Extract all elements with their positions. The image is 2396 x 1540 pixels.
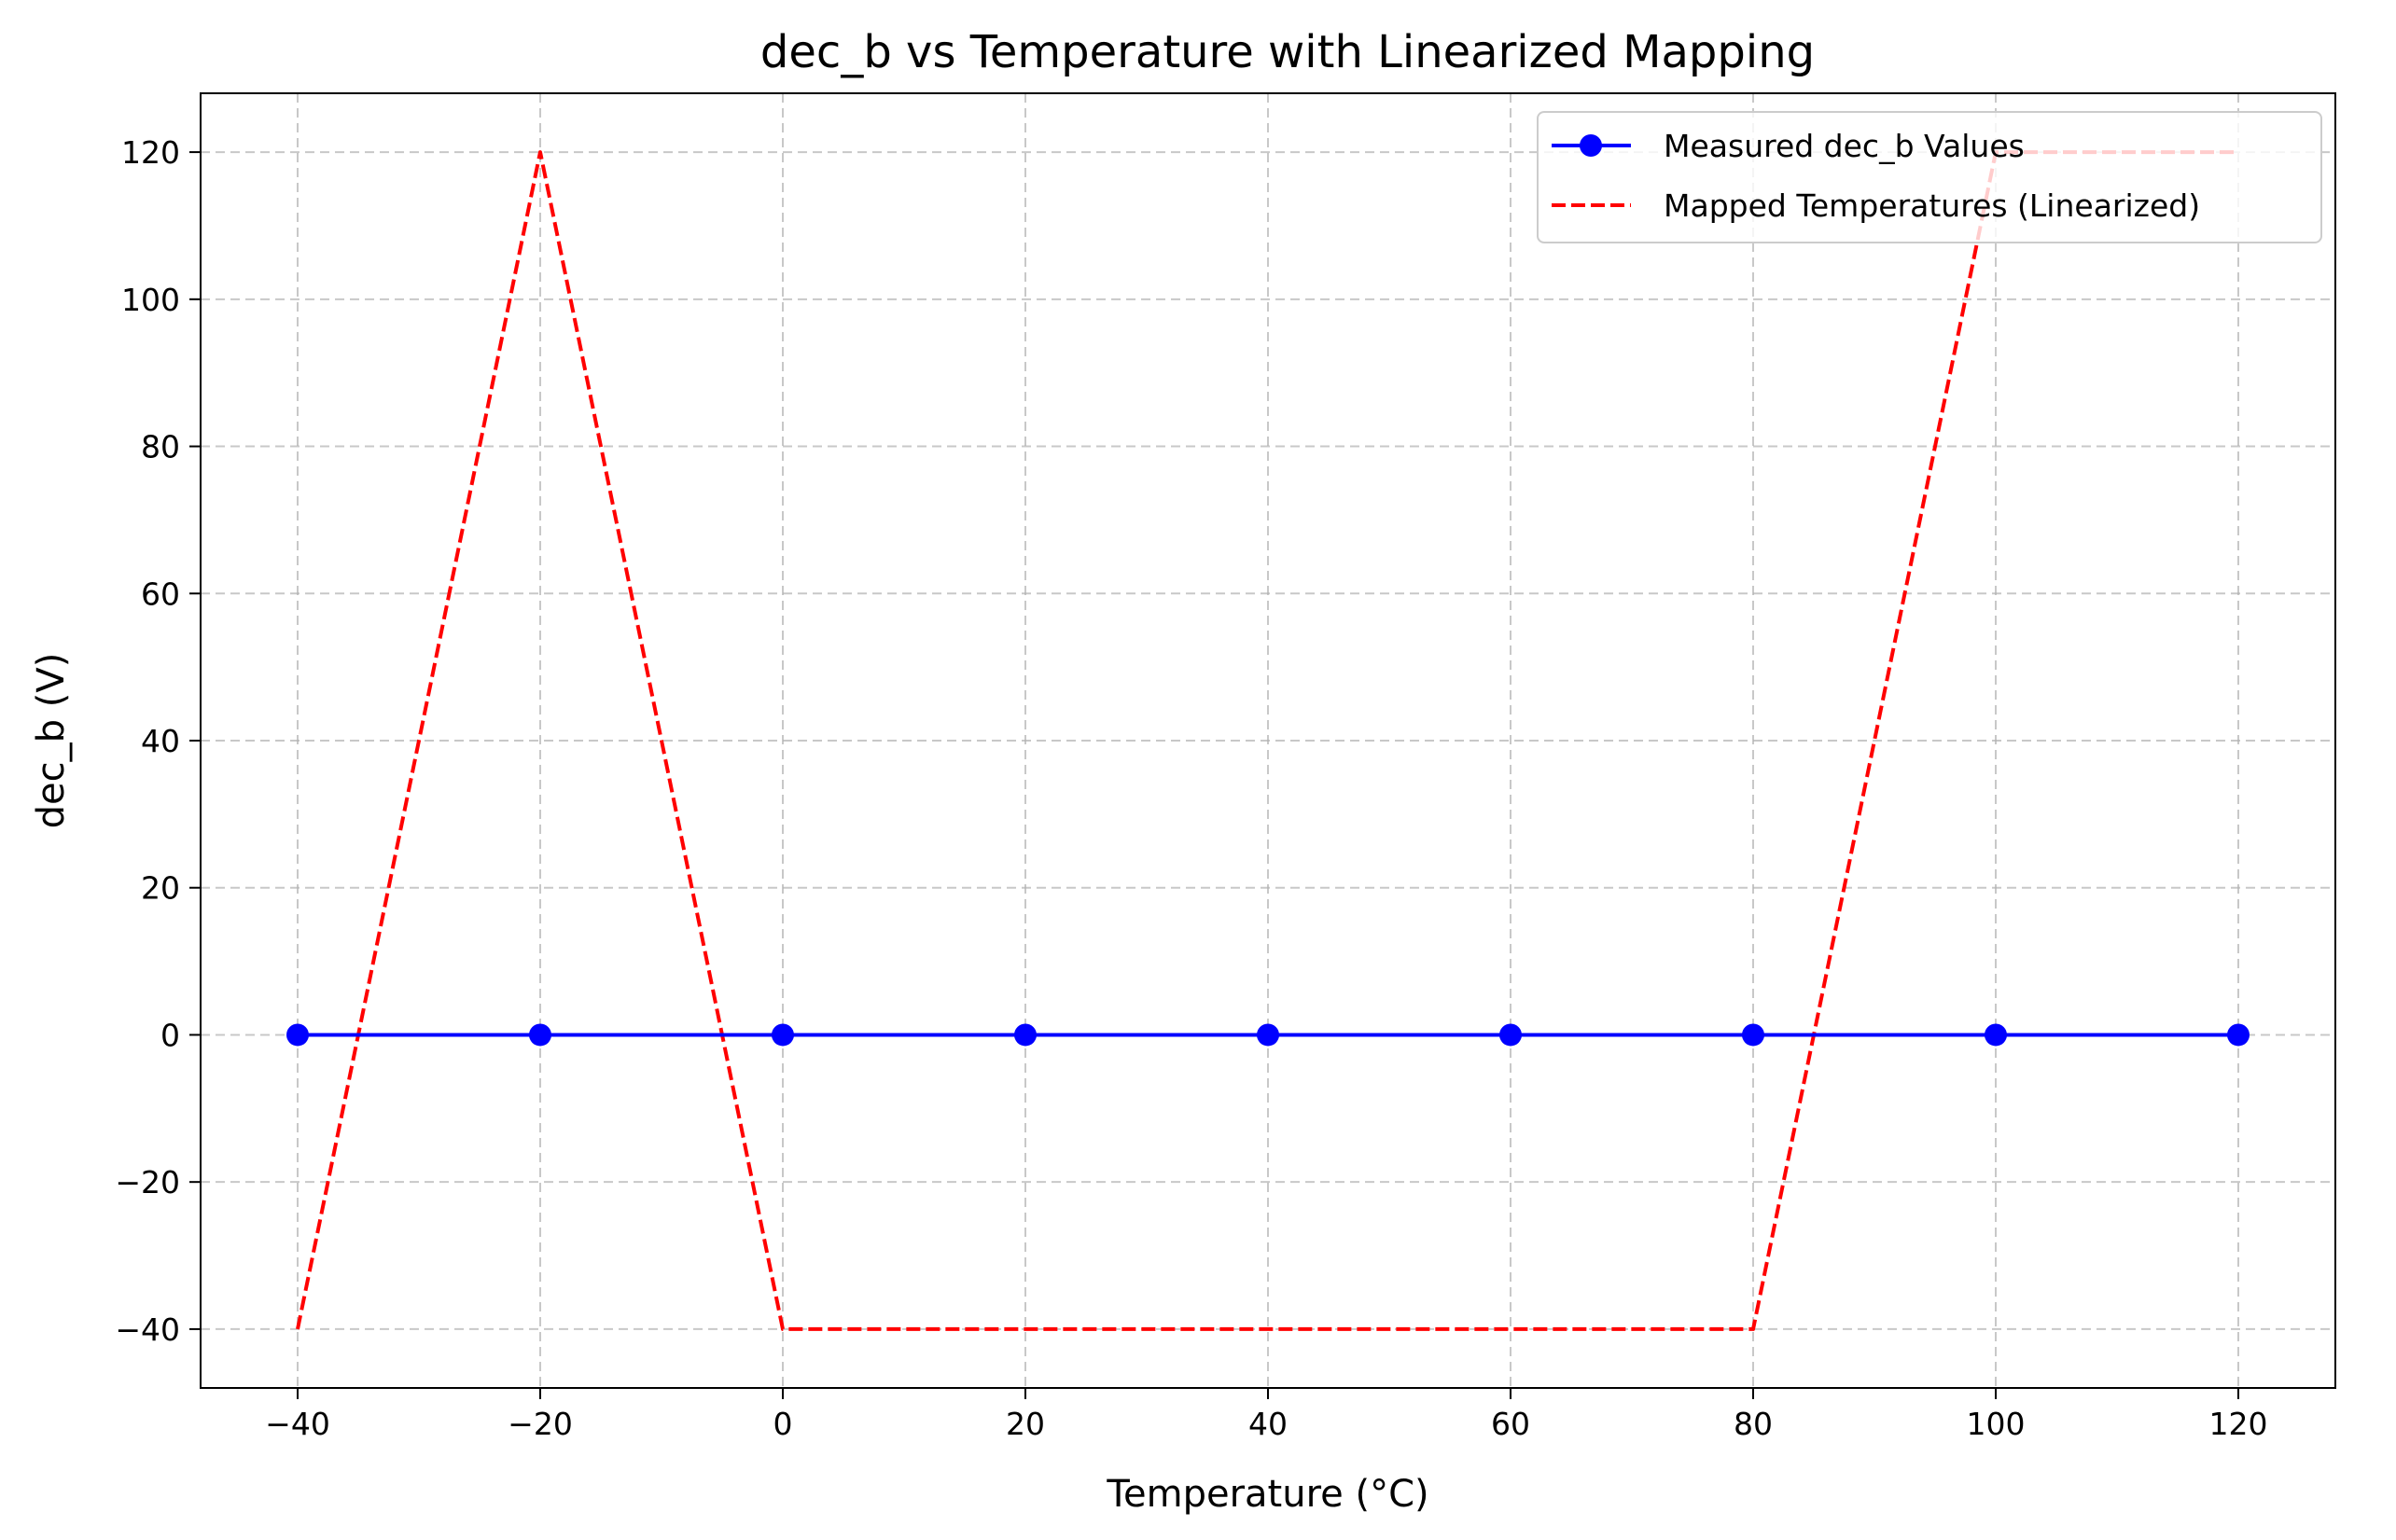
legend-label-mapped: Mapped Temperatures (Linearized) bbox=[1664, 187, 2200, 224]
data-point-measured bbox=[286, 1023, 309, 1047]
data-point-measured bbox=[1499, 1023, 1522, 1047]
x-tick-label: 60 bbox=[1491, 1406, 1530, 1442]
series-layer bbox=[286, 150, 2250, 1331]
data-point-measured bbox=[2227, 1023, 2250, 1047]
data-point-measured bbox=[1014, 1023, 1037, 1047]
y-tick-label: −20 bbox=[115, 1164, 180, 1200]
data-point-measured bbox=[1257, 1023, 1279, 1047]
x-tick-label: 0 bbox=[773, 1406, 793, 1442]
x-tick-label: 80 bbox=[1734, 1406, 1773, 1442]
x-tick-label: −40 bbox=[265, 1406, 330, 1442]
series-line-mapped bbox=[296, 150, 2238, 1331]
y-axis-ticks: −40 −20 0 20 40 60 80 100 120 bbox=[115, 134, 201, 1348]
y-tick-label: 40 bbox=[141, 723, 180, 759]
y-tick-label: 80 bbox=[141, 429, 180, 465]
y-tick-label: 100 bbox=[121, 282, 180, 318]
data-point-measured bbox=[529, 1023, 551, 1047]
y-tick-label: 0 bbox=[160, 1017, 180, 1053]
y-tick-label: 20 bbox=[141, 870, 180, 907]
y-tick-label: 120 bbox=[121, 134, 180, 171]
x-tick-label: 40 bbox=[1248, 1406, 1288, 1442]
data-point-measured bbox=[1742, 1023, 1764, 1047]
x-tick-label: 120 bbox=[2209, 1406, 2268, 1442]
x-tick-label: 100 bbox=[1967, 1406, 2026, 1442]
x-axis-ticks: −40 −20 0 20 40 60 80 100 120 bbox=[265, 1388, 2268, 1442]
y-axis-label: dec_b (V) bbox=[30, 653, 73, 829]
data-point-measured bbox=[772, 1023, 794, 1047]
legend-marker-measured bbox=[1580, 134, 1602, 157]
chart-title: dec_b vs Temperature with Linearized Map… bbox=[760, 26, 1815, 78]
x-tick-label: 20 bbox=[1006, 1406, 1045, 1442]
data-point-measured bbox=[1985, 1023, 2007, 1047]
legend-box bbox=[1537, 111, 2322, 243]
legend: Measured dec_b Values Mapped Temperature… bbox=[1537, 111, 2322, 243]
legend-label-measured: Measured dec_b Values bbox=[1664, 128, 2025, 164]
x-axis-label: Temperature (°C) bbox=[1106, 1473, 1428, 1516]
y-tick-label: −40 bbox=[115, 1311, 180, 1348]
x-tick-label: −20 bbox=[508, 1406, 573, 1442]
y-tick-label: 60 bbox=[141, 576, 180, 612]
